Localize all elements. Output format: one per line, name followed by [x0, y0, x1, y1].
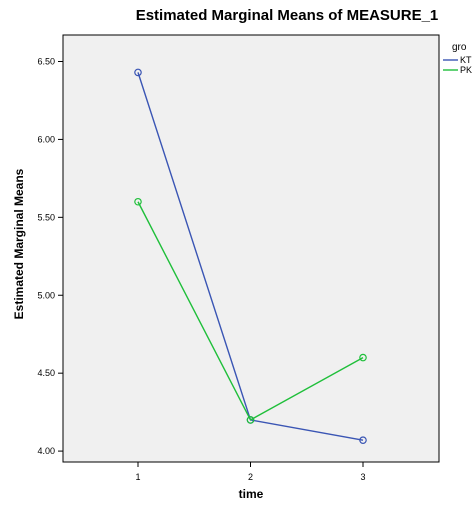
- y-tick-label: 4.50: [37, 368, 55, 378]
- legend-title: gro: [452, 42, 467, 53]
- x-axis: 1 2 3: [63, 461, 439, 482]
- data-point-pk: [246, 416, 255, 424]
- x-tick-label: 1: [135, 472, 140, 482]
- series-layer: [134, 68, 367, 444]
- data-point-kt: [134, 68, 142, 77]
- data-point-pk: [359, 353, 367, 362]
- y-tick-label: 5.50: [37, 212, 55, 222]
- y-tick-label: 5.00: [37, 290, 55, 300]
- x-tick-label: 2: [248, 472, 253, 482]
- plot-area: [62, 34, 440, 463]
- y-tick-label: 6.50: [37, 56, 55, 66]
- x-tick-label: 3: [360, 472, 365, 482]
- x-axis-title: time: [239, 487, 264, 501]
- series-line-pk: [137, 201, 364, 421]
- y-tick-label: 6.00: [37, 134, 55, 144]
- y-axis-title: Estimated Marginal Means: [12, 168, 26, 319]
- legend-label-kt: KT: [460, 55, 472, 65]
- y-tick-label: 4.00: [37, 446, 55, 456]
- y-axis: 4.00 4.50 5.00 5.50 6.00 6.50: [37, 35, 64, 462]
- legend-label-pk: PK: [460, 65, 472, 75]
- chart-title: Estimated Marginal Means of MEASURE_1: [136, 7, 439, 24]
- data-point-pk: [134, 197, 142, 206]
- data-point-kt: [359, 436, 367, 444]
